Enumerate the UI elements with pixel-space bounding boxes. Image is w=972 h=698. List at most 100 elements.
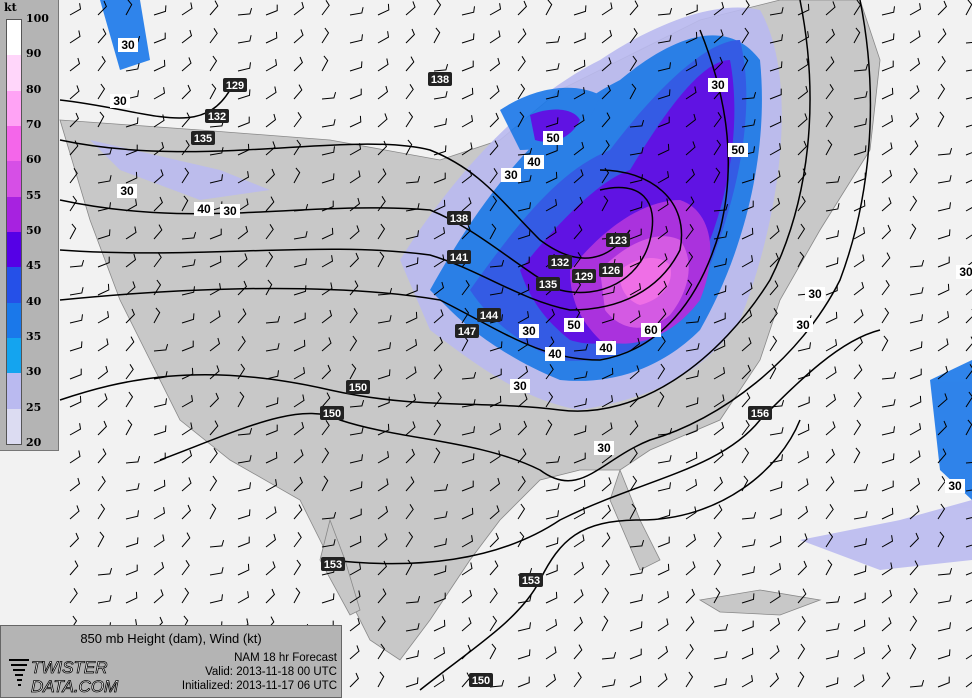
- wind-barb: [657, 509, 671, 520]
- wind-barb: [881, 6, 895, 16]
- wind-barb: [433, 0, 442, 16]
- wind-barb: [601, 29, 613, 44]
- wind-barb: [489, 3, 502, 16]
- wind-barb: [461, 6, 475, 16]
- wind-barb: [881, 562, 893, 576]
- wind-barb: [181, 532, 191, 548]
- contour-label: 144: [480, 310, 499, 322]
- wind-barb: [685, 588, 695, 604]
- wind-barb: [153, 534, 165, 548]
- wind-barb: [601, 2, 613, 16]
- legend-tick: 30: [26, 365, 42, 379]
- contour-label-box: [428, 72, 452, 86]
- wind-label: 30: [711, 78, 725, 92]
- wind-barb: [517, 393, 528, 408]
- wind-barb: [741, 511, 757, 520]
- wind-barb: [461, 307, 470, 324]
- wind-barb: [657, 427, 673, 436]
- wind-barb: [769, 508, 782, 520]
- wind-barb: [265, 168, 275, 184]
- wind-barb: [265, 113, 277, 128]
- wind-barb: [97, 365, 109, 380]
- wind-barb: [181, 340, 194, 352]
- wind-barb: [293, 421, 305, 436]
- wind-barb: [237, 89, 251, 100]
- wind-barb: [797, 85, 809, 100]
- wind-barb: [881, 426, 895, 436]
- wind-barb: [405, 203, 420, 212]
- model-forecast: NAM 18 hr Forecast: [234, 652, 337, 664]
- wind-barb: [573, 507, 586, 520]
- legend-swatch: [7, 267, 21, 303]
- wind-barb: [965, 391, 972, 408]
- wind-barb: [97, 393, 108, 408]
- wind-barb: [685, 315, 701, 324]
- contour-label: 150: [323, 408, 341, 420]
- wind-barb: [181, 449, 193, 464]
- wind-barb: [321, 364, 331, 380]
- wind-barb: [125, 336, 135, 352]
- wind-barb: [657, 482, 671, 492]
- contour-label: 153: [522, 575, 540, 587]
- wind-barb: [181, 57, 192, 72]
- wind-barb: [741, 539, 756, 548]
- wind-barb: [825, 677, 839, 688]
- legend-swatch: [7, 373, 21, 409]
- contour-label: 156: [751, 408, 769, 420]
- wind-barb: [573, 589, 584, 604]
- wind-barb: [489, 368, 502, 380]
- wind-barb: [405, 111, 414, 128]
- wind-barb: [713, 231, 728, 240]
- wind-barb: [181, 140, 190, 156]
- wind-barb: [293, 167, 301, 184]
- wind-barb: [69, 195, 78, 212]
- wind-barb: [965, 599, 972, 604]
- wind-barb: [209, 420, 219, 436]
- wind-barb: [377, 478, 389, 492]
- wind-barb: [881, 280, 890, 296]
- wind-barb: [153, 452, 166, 464]
- wind-barb: [881, 307, 890, 324]
- wind-barb: [853, 0, 862, 16]
- wind-barb: [909, 368, 922, 380]
- wind-barb: [601, 504, 611, 520]
- wind-barb: [265, 561, 276, 576]
- wind-barb: [237, 143, 250, 156]
- wind-barb: [237, 391, 245, 408]
- wind-barb: [97, 56, 106, 72]
- wind-barb: [825, 504, 834, 520]
- wind-barb: [517, 229, 531, 240]
- wind-barb: [825, 1, 836, 16]
- wind-barb: [629, 675, 642, 688]
- wind-barb: [69, 85, 80, 100]
- wind-barb: [181, 259, 196, 268]
- wind-barb: [265, 279, 273, 296]
- wind-barb: [265, 224, 274, 240]
- wind-barb: [377, 560, 387, 576]
- wind-label: 50: [567, 318, 581, 332]
- wind-barb: [405, 339, 418, 352]
- wind-barb: [405, 559, 413, 576]
- wind-barb: [965, 69, 972, 72]
- wind-barb: [713, 504, 723, 520]
- wind-barb: [797, 643, 806, 660]
- wind-barb: [321, 420, 330, 436]
- wind-barb: [657, 171, 670, 184]
- wind-barb: [321, 539, 336, 548]
- wind-barb: [825, 203, 840, 212]
- wind-barb: [685, 251, 694, 268]
- wind-barb: [265, 370, 279, 380]
- wind-barb: [853, 118, 867, 128]
- wind-barb: [349, 225, 360, 240]
- wind-barb: [405, 175, 421, 184]
- legend-tick: 70: [26, 118, 42, 131]
- wind-barb: [377, 251, 385, 268]
- wind-barb: [769, 481, 783, 492]
- wind-barb: [573, 479, 586, 492]
- legend-swatch: [7, 125, 21, 162]
- wind-barb: [97, 476, 106, 492]
- wind-barb: [209, 365, 220, 380]
- wind-barb: [573, 425, 587, 436]
- wind-barb: [97, 147, 113, 156]
- wind-barb: [153, 32, 166, 44]
